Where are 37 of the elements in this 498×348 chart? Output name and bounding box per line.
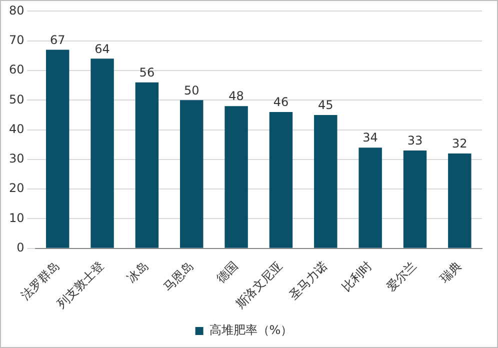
- x-tick-label: 爱尔兰: [384, 258, 420, 294]
- x-tick-label: 马恩岛: [160, 258, 196, 294]
- x-tick-label: 比利时: [339, 258, 375, 294]
- legend-label: 高堆肥率（%）: [209, 323, 293, 338]
- data-label: 56: [139, 65, 155, 80]
- data-label: 48: [228, 89, 244, 104]
- data-label: 46: [273, 95, 289, 110]
- data-label: 64: [94, 42, 110, 56]
- bar: [180, 100, 204, 248]
- data-label: 34: [362, 130, 378, 145]
- x-tick-label: 瑞典: [437, 258, 464, 286]
- bar: [448, 154, 472, 248]
- y-tick-label: 0: [16, 240, 24, 255]
- y-tick-label: 30: [8, 152, 24, 166]
- data-label: 67: [50, 32, 66, 47]
- y-tick-label: 60: [8, 62, 24, 77]
- bar: [403, 150, 427, 248]
- y-tick-label: 50: [8, 92, 24, 106]
- y-tick-label: 10: [8, 210, 24, 225]
- x-tick-label: 圣马力诺: [286, 258, 330, 303]
- x-tick-label: 冰岛: [124, 258, 152, 286]
- data-label: 50: [184, 83, 200, 98]
- data-label: 33: [407, 134, 423, 148]
- x-tick-label: 德国: [214, 258, 241, 286]
- y-tick-label: 40: [8, 122, 24, 136]
- bar: [90, 58, 114, 248]
- bar: [358, 148, 382, 248]
- data-label: 45: [318, 98, 334, 112]
- bar: [314, 114, 338, 248]
- y-tick-label: 20: [8, 181, 24, 196]
- data-label: 32: [452, 136, 468, 151]
- bar: [224, 106, 248, 248]
- y-tick-label: 70: [8, 32, 24, 47]
- y-tick-label: 80: [8, 3, 24, 18]
- bar: [135, 82, 159, 248]
- bar: [46, 50, 70, 248]
- bar: [269, 112, 293, 248]
